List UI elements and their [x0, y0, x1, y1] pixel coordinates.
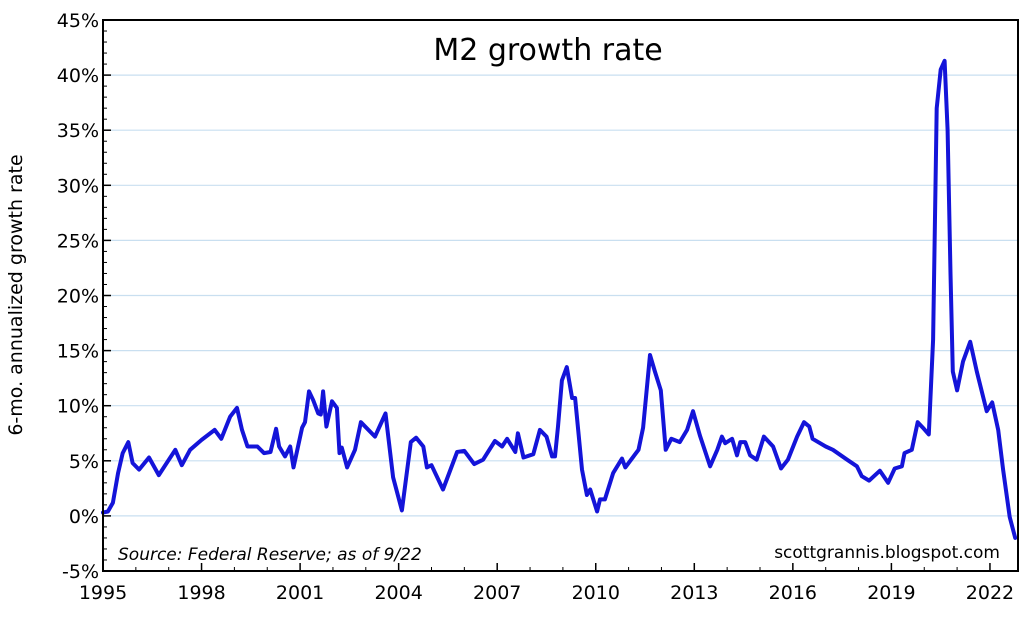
x-tick-label: 1995 [79, 582, 127, 604]
y-tick-label: 25% [57, 230, 99, 252]
y-tick-label: 15% [57, 341, 99, 363]
y-tick-label: 0% [69, 506, 99, 528]
x-tick-label: 2016 [769, 582, 817, 604]
x-tick-label: 2001 [276, 582, 324, 604]
gridlines [103, 74, 1018, 517]
m2-growth-line [101, 58, 1018, 540]
y-tick-label: 10% [57, 396, 99, 418]
x-tick-labels: 1995 1998 2001 2004 2007 2010 2013 2016 2019 2022 [79, 582, 1014, 604]
y-tick-label: 30% [57, 175, 99, 197]
chart-title: M2 growth rate [433, 33, 662, 68]
y-tick-labels: -5% 0% 5% 10% 15% 20% 25% 30% 35% 40% 45% [57, 10, 99, 583]
x-tick-label: 2013 [670, 582, 718, 604]
x-tick-label: 1998 [177, 582, 225, 604]
source-annotation: Source: Federal Reserve; as of 9/22 [118, 545, 422, 565]
watermark: scottgrannis.blogspot.com [774, 543, 1000, 563]
y-axis-label: 6-mo. annualized growth rate [5, 154, 27, 435]
y-tick-label: 45% [57, 10, 99, 32]
y-tick-label: 5% [69, 451, 99, 473]
y-tick-label: 35% [57, 120, 99, 142]
x-tick-label: 2004 [374, 582, 422, 604]
x-tick-label: 2007 [473, 582, 521, 604]
x-tick-label: 2019 [867, 582, 915, 604]
plot-frame [102, 19, 1019, 572]
y-tick-label: -5% [62, 561, 99, 583]
y-tick-label: 20% [57, 286, 99, 308]
x-tick-label: 2010 [572, 582, 620, 604]
x-tick-label: 2022 [966, 582, 1014, 604]
y-tick-label: 40% [57, 65, 99, 87]
